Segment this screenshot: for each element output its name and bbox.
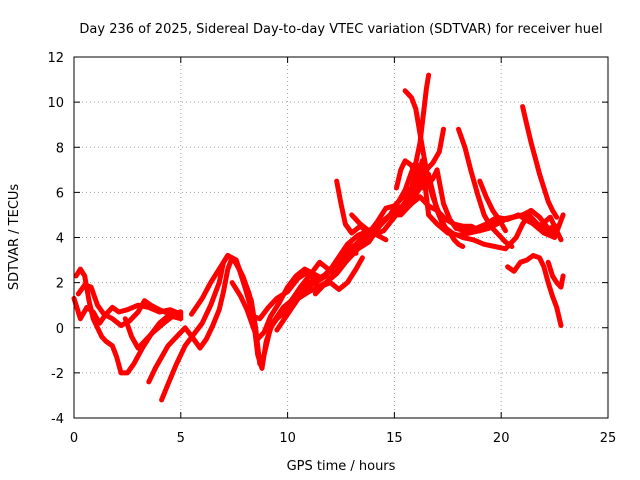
axis-ticks: -4 -2 0 2 4 6 8 10 12 0 5 10 15 20 25 [47,51,616,446]
x-tick-label: 10 [279,431,296,446]
series-line-track-20 [520,104,560,220]
y-tick-label: 2 [56,277,64,292]
series-line-track-8 [229,171,558,342]
series-line-track-10 [287,259,338,306]
y-tick-label: -2 [51,367,64,382]
series-line-track-12 [334,162,421,236]
series-line-track-4 [122,314,184,351]
plot-area [71,72,566,403]
series-line-track-22 [545,259,566,290]
chart-title: Day 236 of 2025, Sidereal Day-to-day VTE… [79,22,602,37]
y-tick-label: 10 [47,96,64,111]
series-line-track-19 [477,178,508,234]
series-line-track-16 [413,72,432,166]
y-tick-label: 0 [56,322,64,337]
x-axis-label: GPS time / hours [287,459,396,474]
series-line-track-17 [423,126,446,173]
series-line-track-13 [349,212,389,243]
x-tick-label: 20 [493,431,510,446]
series-line-track-9 [274,255,365,333]
y-axis-label: SDTVAR / TECUs [7,184,22,291]
series-line-track-7 [189,194,560,322]
x-tick-label: 0 [70,431,78,446]
y-tick-label: 8 [56,141,64,156]
y-tick-label: 6 [56,186,64,201]
series-line-track-11 [312,248,359,297]
y-tick-label: -4 [51,412,64,427]
series-line-track-18 [456,126,515,249]
x-tick-label: 5 [177,431,185,446]
series-line-track-15 [402,88,466,249]
series-line-track-14 [394,158,432,191]
y-tick-label: 12 [47,51,64,66]
x-tick-label: 15 [386,431,403,446]
series-line-track-21 [505,253,564,328]
y-tick-label: 4 [56,232,64,247]
grid [74,57,608,418]
x-tick-label: 25 [600,431,617,446]
